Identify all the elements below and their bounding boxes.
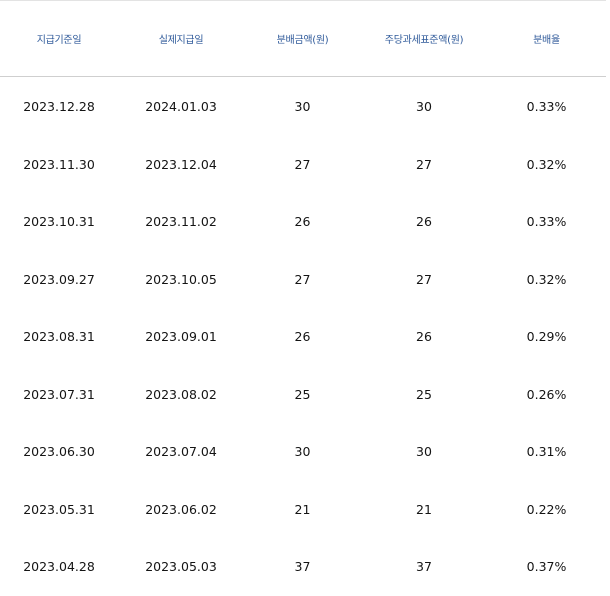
taxable-amount-cell: 27 bbox=[416, 271, 432, 287]
base-date-cell: 2023.10.31 bbox=[23, 214, 95, 230]
distribution-rate-cell: 0.22% bbox=[526, 501, 567, 517]
column-header-base-date: 지급기준일 bbox=[36, 35, 82, 46]
base-date-cell: 2023.05.31 bbox=[23, 501, 95, 517]
payment-date-cell: 2023.06.02 bbox=[145, 501, 217, 517]
base-date-cell: 2023.12.28 bbox=[23, 99, 95, 115]
payment-date-cell: 2023.07.04 bbox=[145, 444, 217, 460]
payment-date-cell: 2023.08.02 bbox=[145, 386, 217, 402]
table-row: 2023.12.28 2024.01.03 30 30 0.33% bbox=[0, 78, 606, 136]
column-header-taxable-amount: 주당과세표준액(원) bbox=[384, 35, 464, 46]
payment-date-cell: 2023.10.05 bbox=[145, 271, 217, 287]
table-row: 2023.05.31 2023.06.02 21 21 0.22% bbox=[0, 481, 606, 539]
distribution-amount-cell: 37 bbox=[294, 559, 311, 575]
taxable-amount-cell: 30 bbox=[416, 444, 432, 460]
distribution-amount-cell: 26 bbox=[294, 329, 311, 345]
payment-date-cell: 2023.09.01 bbox=[145, 329, 217, 345]
distribution-rate-cell: 0.31% bbox=[526, 444, 567, 460]
distribution-amount-cell: 25 bbox=[294, 386, 311, 402]
distribution-amount-cell: 30 bbox=[294, 99, 311, 115]
distribution-amount-cell: 26 bbox=[294, 214, 311, 230]
distribution-amount-cell: 30 bbox=[294, 444, 311, 460]
payment-date-cell: 2023.05.03 bbox=[145, 559, 217, 575]
base-date-cell: 2023.09.27 bbox=[23, 271, 95, 287]
distribution-rate-cell: 0.32% bbox=[526, 271, 567, 287]
distribution-amount-cell: 21 bbox=[294, 501, 311, 517]
distribution-rate-cell: 0.33% bbox=[526, 214, 567, 230]
table-row: 2023.09.27 2023.10.05 27 27 0.32% bbox=[0, 251, 606, 309]
taxable-amount-cell: 26 bbox=[416, 329, 432, 345]
base-date-cell: 2023.04.28 bbox=[23, 559, 95, 575]
distribution-rate-cell: 0.29% bbox=[526, 329, 567, 345]
table-body: 2023.12.28 2024.01.03 30 30 0.33% 2023.1… bbox=[0, 78, 606, 596]
distribution-rate-cell: 0.37% bbox=[526, 559, 567, 575]
taxable-amount-cell: 26 bbox=[416, 214, 432, 230]
column-header-distribution-amount: 분배금액(원) bbox=[276, 35, 329, 46]
table-header: 지급기준일 실제지급일 분배금액(원) 주당과세표준액(원) 분배율 bbox=[0, 1, 606, 77]
taxable-amount-cell: 21 bbox=[416, 501, 432, 517]
base-date-cell: 2023.08.31 bbox=[23, 329, 95, 345]
taxable-amount-cell: 37 bbox=[416, 559, 432, 575]
table-row: 2023.07.31 2023.08.02 25 25 0.26% bbox=[0, 366, 606, 424]
distribution-rate-cell: 0.26% bbox=[526, 386, 567, 402]
distribution-rate-cell: 0.32% bbox=[526, 156, 567, 172]
table-row: 2023.04.28 2023.05.03 37 37 0.37% bbox=[0, 538, 606, 596]
base-date-cell: 2023.07.31 bbox=[23, 386, 95, 402]
table-row: 2023.11.30 2023.12.04 27 27 0.32% bbox=[0, 136, 606, 194]
column-header-payment-date: 실제지급일 bbox=[158, 35, 204, 46]
column-header-distribution-rate: 분배율 bbox=[533, 35, 560, 46]
table-row: 2023.10.31 2023.11.02 26 26 0.33% bbox=[0, 193, 606, 251]
payment-date-cell: 2023.12.04 bbox=[145, 156, 217, 172]
base-date-cell: 2023.11.30 bbox=[23, 156, 95, 172]
table-row: 2023.08.31 2023.09.01 26 26 0.29% bbox=[0, 308, 606, 366]
payment-date-cell: 2023.11.02 bbox=[145, 214, 217, 230]
taxable-amount-cell: 30 bbox=[416, 99, 432, 115]
distribution-rate-cell: 0.33% bbox=[526, 99, 567, 115]
distribution-amount-cell: 27 bbox=[294, 156, 311, 172]
base-date-cell: 2023.06.30 bbox=[23, 444, 95, 460]
taxable-amount-cell: 27 bbox=[416, 156, 432, 172]
payment-date-cell: 2024.01.03 bbox=[145, 99, 217, 115]
table-row: 2023.06.30 2023.07.04 30 30 0.31% bbox=[0, 423, 606, 481]
distribution-amount-cell: 27 bbox=[294, 271, 311, 287]
taxable-amount-cell: 25 bbox=[416, 386, 432, 402]
